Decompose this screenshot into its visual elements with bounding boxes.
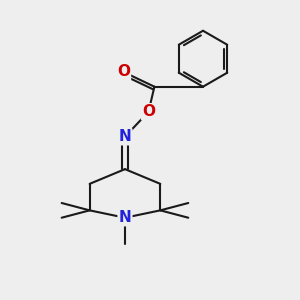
- Text: N: N: [118, 210, 131, 225]
- Text: O: O: [117, 64, 130, 80]
- Text: O: O: [142, 104, 155, 119]
- Text: N: N: [118, 129, 131, 144]
